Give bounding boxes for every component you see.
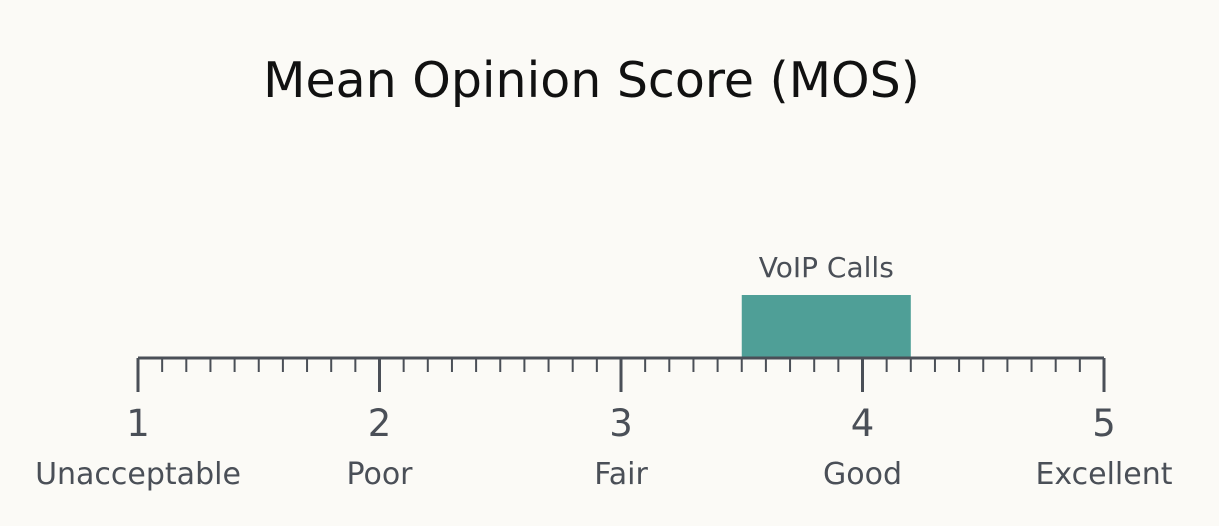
series-label: VoIP Calls: [759, 251, 894, 284]
rating-label: Excellent: [1035, 457, 1172, 492]
bar-voip-calls: [741, 295, 911, 358]
chart-title: Mean Opinion Score (MOS): [263, 52, 920, 109]
tick-label: 1: [126, 402, 150, 445]
tick-label: 3: [609, 402, 633, 445]
rating-label: Good: [823, 457, 902, 492]
rating-label: Fair: [594, 457, 648, 492]
rating-label: Poor: [346, 457, 413, 492]
tick-label: 5: [1092, 402, 1116, 445]
tick-label: 2: [368, 402, 392, 445]
tick-label: 4: [851, 402, 875, 445]
rating-label: Unacceptable: [35, 457, 241, 492]
